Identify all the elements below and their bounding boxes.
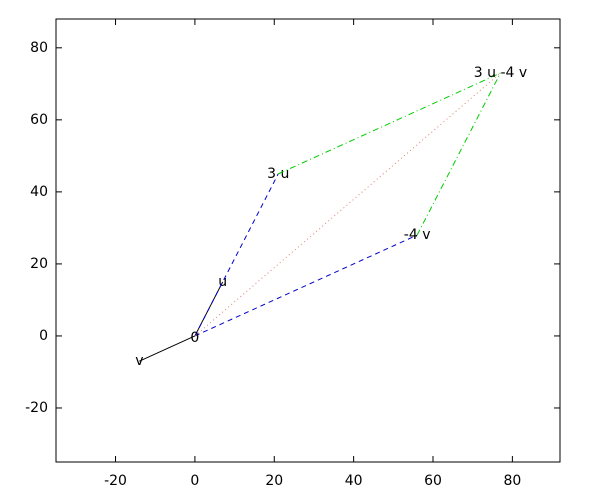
- x-tick-label: 20: [265, 473, 283, 489]
- x-tick-label: 40: [345, 473, 363, 489]
- y-tick-label: 80: [30, 40, 48, 56]
- vector: [416, 72, 501, 236]
- vector: [194, 173, 279, 337]
- y-tick-label: 40: [30, 184, 48, 200]
- vector: [194, 72, 501, 337]
- y-tick-label: 0: [39, 328, 48, 344]
- y-tick-label: -20: [25, 400, 48, 416]
- annotation: 0: [190, 330, 199, 346]
- x-tick-label: 60: [424, 473, 442, 489]
- vector: [194, 234, 418, 337]
- vector-label: v: [135, 353, 143, 369]
- x-tick-label: 80: [503, 473, 521, 489]
- plot-frame: [55, 18, 561, 463]
- vector-label: 3 u -4 v: [474, 65, 527, 81]
- y-tick-label: 20: [30, 256, 48, 272]
- x-tick-label: -20: [104, 473, 127, 489]
- vector: [278, 72, 501, 175]
- vector-label: u: [218, 274, 227, 290]
- y-tick-label: 60: [30, 112, 48, 128]
- vector: [139, 335, 196, 362]
- x-tick-label: 0: [190, 473, 199, 489]
